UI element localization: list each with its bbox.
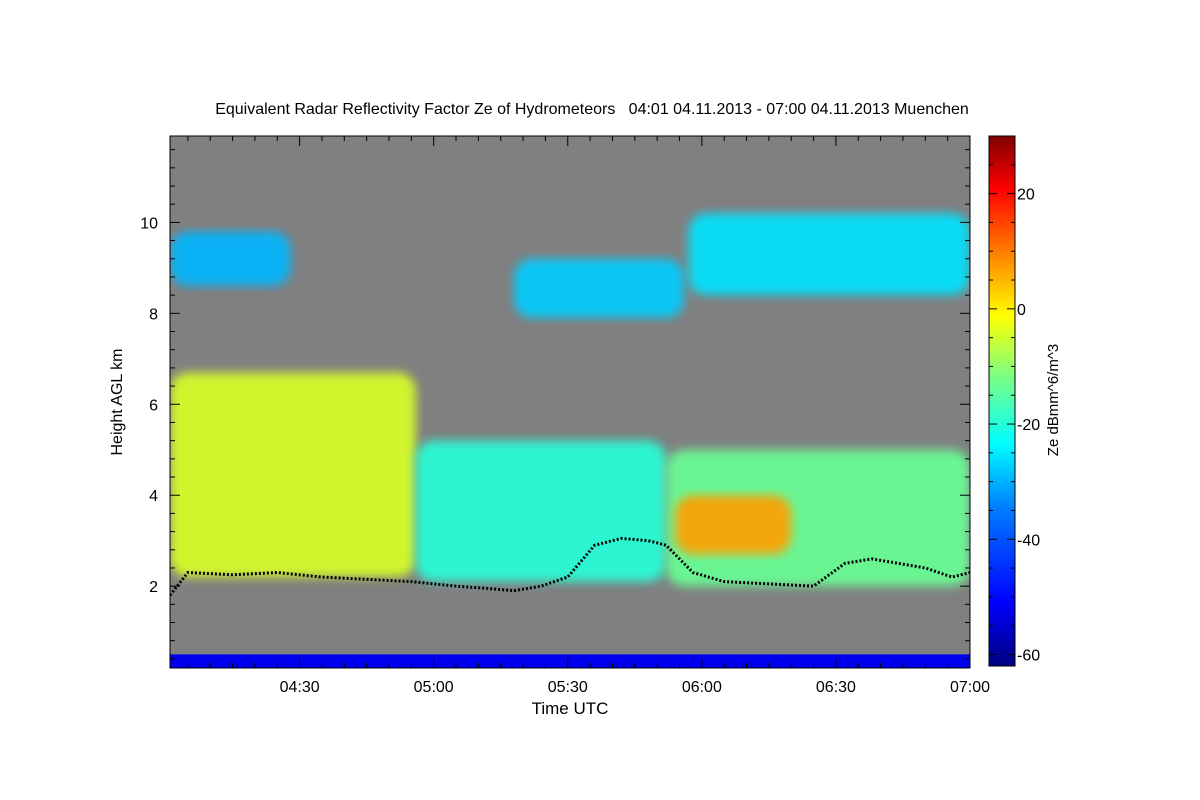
x-tick-label: 06:30	[816, 679, 856, 696]
colorbar-tick-label: -40	[1017, 532, 1040, 549]
chart-title: Equivalent Radar Reflectivity Factor Ze …	[215, 101, 969, 118]
echo-layer	[415, 440, 667, 582]
echo-layers	[170, 213, 970, 668]
colorbar-tick-label: -20	[1017, 417, 1040, 434]
colorbar-label: Ze dBmm^6/m^3	[1045, 344, 1062, 456]
colorbar-tick-label: -60	[1017, 647, 1040, 664]
echo-layer	[170, 372, 416, 578]
y-axis-label: Height AGL km	[109, 348, 126, 455]
echo-layer	[170, 654, 970, 668]
colorbar-tick-label: 0	[1017, 302, 1026, 319]
colorbar-ticks: 20 0 -20 -40 -60	[989, 164, 1040, 664]
y-tick-label: 6	[149, 397, 158, 414]
x-tick-label: 05:30	[548, 679, 588, 696]
y-tick-label: 8	[149, 306, 158, 323]
y-axis: 2 4 6 8 10	[140, 149, 970, 660]
colorbar-tick-label: 20	[1017, 187, 1035, 204]
echo-layer	[675, 495, 792, 555]
echo-layer	[688, 213, 970, 296]
x-tick-label: 07:00	[950, 679, 990, 696]
plot-frame	[169, 135, 971, 669]
echo-layer	[514, 258, 684, 318]
y-tick-label: 10	[140, 215, 158, 232]
y-tick-label: 2	[149, 579, 158, 596]
colorbar	[988, 135, 1016, 667]
x-axis: 04:30 05:00 05:30 06:00 06:30 07:00	[187, 136, 990, 696]
y-tick-label: 4	[149, 488, 158, 505]
echo-layer	[170, 231, 291, 287]
x-tick-label: 05:00	[414, 679, 454, 696]
x-tick-label: 06:00	[682, 679, 722, 696]
x-axis-label: Time UTC	[532, 699, 609, 718]
x-tick-label: 04:30	[280, 679, 320, 696]
